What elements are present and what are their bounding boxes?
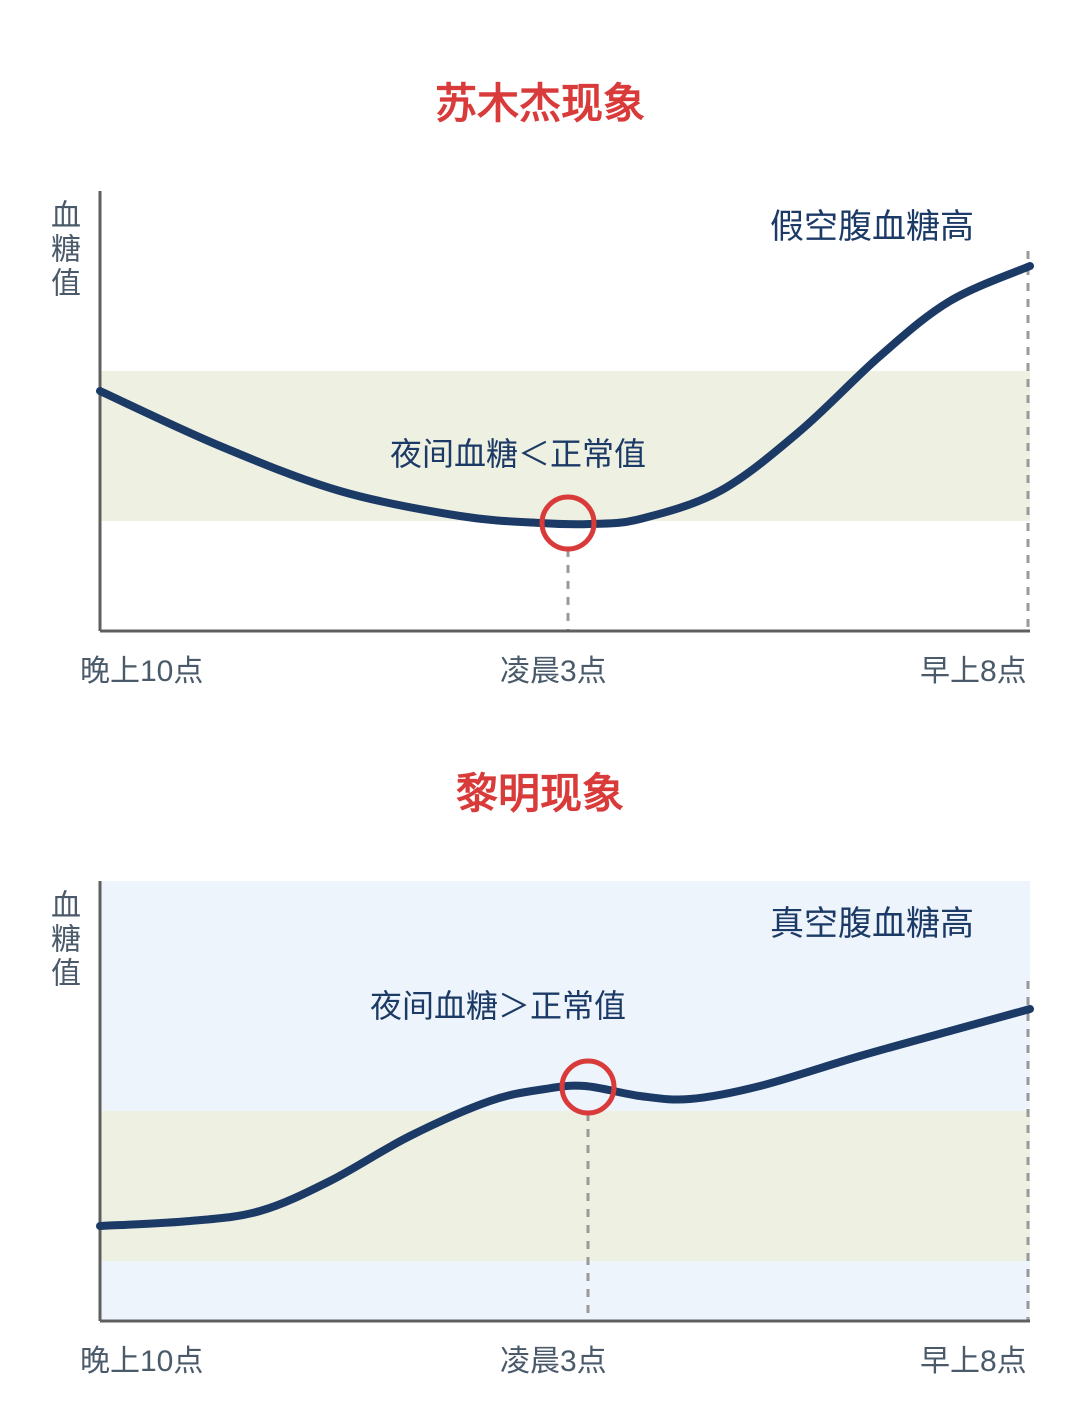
annotation-mid: 夜间血糖＜正常值 xyxy=(390,429,646,475)
x-tick-1: 凌晨3点 xyxy=(500,1336,607,1380)
annotation-end: 假空腹血糖高 xyxy=(770,199,974,248)
x-tick-1: 凌晨3点 xyxy=(500,646,607,690)
x-tick-2: 早上8点 xyxy=(920,1336,1027,1380)
chart-title: 黎明现象 xyxy=(0,760,1080,821)
x-tick-0: 晚上10点 xyxy=(80,1336,203,1380)
x-tick-0: 晚上10点 xyxy=(80,646,203,690)
annotation-mid: 夜间血糖＞正常值 xyxy=(370,981,626,1027)
chart-dawn: 黎明现象 血糖值 晚上10点 凌晨3点 早上8点 真空腹血糖高 夜间血糖＞正常值 xyxy=(0,760,1080,1391)
annotation-end: 真空腹血糖高 xyxy=(770,896,974,945)
chart-title: 苏木杰现象 xyxy=(0,70,1080,131)
x-tick-2: 早上8点 xyxy=(920,646,1027,690)
chart-somogyi: 苏木杰现象 血糖值 晚上10点 凌晨3点 早上8点 假空腹血糖高 夜间血糖＜正常… xyxy=(0,70,1080,701)
